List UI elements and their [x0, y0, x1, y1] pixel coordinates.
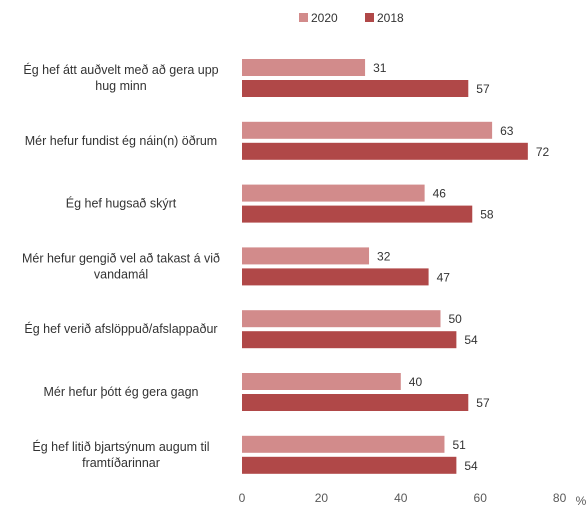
category-label-4: Ég hef verið afslöppuð/afslappaður: [24, 321, 217, 336]
value-label-2018-5: 57: [476, 396, 490, 410]
value-label-2018-0: 57: [476, 82, 490, 96]
x-tick-label-1: 20: [315, 491, 329, 505]
bar-2020-2: [242, 184, 425, 202]
value-label-2020-0: 31: [373, 61, 387, 75]
value-label-2018-2: 58: [480, 208, 494, 222]
category-label-3: Mér hefur gengið vel að takast á við vand…: [22, 251, 220, 281]
category-label-2: Ég hef hugsað skýrt: [66, 196, 177, 211]
category-label-6: Ég hef litið bjartsýnum augum til framtíð…: [32, 439, 209, 470]
bar-2020-4: [242, 310, 441, 328]
category-label-1: Mér hefur fundist ég náin(n) öðrum: [25, 134, 217, 148]
legend: 2020 2018: [299, 11, 404, 25]
value-label-2020-1: 63: [500, 124, 514, 138]
value-label-2018-3: 47: [437, 270, 451, 284]
legend-label-2020: 2020: [311, 11, 338, 25]
x-axis: 0 20 40 60 80%: [239, 491, 586, 508]
bar-2020-1: [242, 121, 493, 139]
bar-2018-3: [242, 268, 429, 286]
value-label-2020-2: 46: [433, 187, 447, 201]
x-tick-label-3: 60: [474, 491, 488, 505]
bar-2018-1: [242, 142, 528, 160]
bar-2018-6: [242, 456, 457, 474]
bar-2018-0: [242, 80, 469, 97]
x-tick-label-4: 80: [553, 491, 567, 505]
value-label-2018-1: 72: [536, 145, 550, 159]
legend-swatch-2018: [365, 13, 374, 22]
category-labels: Ég hef átt auðvelt með að gera upp hug mi…: [22, 62, 220, 470]
x-tick-label-0: 0: [239, 491, 246, 505]
bar-2018-2: [242, 205, 473, 223]
bar-2018-5: [242, 394, 469, 411]
value-label-2018-4: 54: [464, 333, 478, 347]
value-label-2020-5: 40: [409, 375, 423, 389]
category-label-5: Mér hefur þótt ég gera gagn: [44, 385, 199, 399]
value-label-2020-6: 51: [452, 438, 466, 452]
bar-2020-3: [242, 247, 370, 265]
x-axis-unit: %: [576, 494, 586, 508]
value-label-2020-4: 50: [449, 312, 463, 326]
value-label-2020-3: 32: [377, 249, 391, 263]
bar-2020-6: [242, 435, 445, 453]
bar-2020-0: [242, 59, 366, 76]
legend-swatch-2020: [299, 13, 308, 22]
bar-2018-4: [242, 331, 457, 349]
category-label-0: Ég hef átt auðvelt með að gera upp hug mi…: [23, 62, 218, 93]
legend-label-2018: 2018: [377, 11, 404, 25]
bar-2020-5: [242, 373, 401, 390]
value-label-2018-6: 54: [464, 459, 478, 473]
x-tick-label-2: 40: [394, 491, 408, 505]
